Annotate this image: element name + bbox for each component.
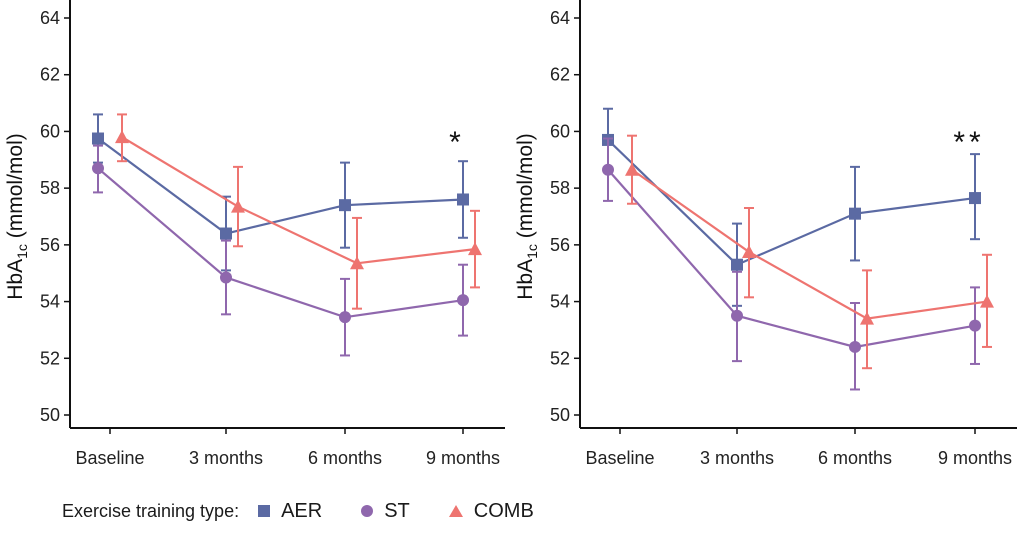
y-tick-label: 50 — [40, 405, 60, 425]
series-st — [92, 144, 469, 357]
data-point-triangle — [860, 311, 874, 325]
legend-entry-st: ST — [360, 500, 410, 523]
data-point-square — [731, 258, 743, 271]
triangle-icon — [448, 504, 464, 518]
y-tick-label: 54 — [40, 292, 60, 312]
legend-entry-comb: COMB — [448, 500, 534, 523]
x-tick-label: 9 months — [938, 448, 1012, 468]
data-point-square — [92, 132, 104, 145]
x-tick-label: 3 months — [189, 448, 263, 468]
series-line-st — [97, 167, 464, 319]
data-point-square — [969, 192, 981, 205]
legend: Exercise training type: AER ST COMB — [0, 488, 1024, 534]
series-line-comb — [121, 136, 476, 265]
data-point-circle — [969, 319, 981, 332]
y-axis-label-main: HbA — [4, 259, 27, 300]
y-tick-label: 62 — [40, 65, 60, 85]
y-tick-label: 52 — [550, 348, 570, 368]
x-tick-label: Baseline — [75, 448, 144, 468]
y-tick-label: 64 — [550, 8, 570, 28]
data-point-circle — [457, 294, 469, 307]
y-tick-label: 52 — [40, 348, 60, 368]
circle-icon — [360, 504, 374, 518]
significance-annotation: * — [449, 126, 465, 159]
x-tick-label: 6 months — [818, 448, 892, 468]
series-line-st — [607, 168, 976, 349]
square-icon — [257, 504, 271, 518]
y-axis-label-unit: (mmol/mol) — [4, 133, 27, 244]
data-point-square — [220, 227, 232, 240]
series-line-aer — [97, 137, 464, 235]
data-point-circle — [849, 340, 861, 353]
legend-label-aer: AER — [281, 499, 323, 522]
data-point-triangle — [742, 244, 756, 258]
y-tick-label: 60 — [550, 121, 570, 141]
data-point-circle — [602, 163, 614, 176]
legend-entry-aer: AER — [257, 500, 322, 523]
x-tick-label: Baseline — [585, 448, 654, 468]
y-tick-label: 58 — [550, 178, 570, 198]
y-axis-label: HbA1c (mmol/mol) — [514, 133, 540, 299]
y-tick-label: 56 — [40, 235, 60, 255]
data-point-triangle — [231, 199, 245, 213]
data-point-circle — [220, 271, 232, 284]
data-point-triangle — [625, 162, 639, 176]
chart-panel-2: 50 52 54 56 58 60 62 64 Baseline 3 months 6 months… — [514, 0, 1017, 468]
data-point-square — [457, 193, 469, 206]
x-tick-label: 6 months — [308, 448, 382, 468]
y-tick-label: 58 — [40, 178, 60, 198]
series-st — [602, 137, 981, 391]
chart-panel-1: 50 52 54 56 58 60 62 64 Baseline 3 months 6 months… — [4, 0, 505, 468]
y-axis-label-unit: (mmol/mol) — [514, 133, 537, 244]
series-aer — [602, 107, 981, 307]
y-tick-label: 60 — [40, 121, 60, 141]
y-tick-label: 56 — [550, 235, 570, 255]
series-comb — [625, 134, 994, 370]
series-line-comb — [631, 168, 988, 320]
y-tick-label: 64 — [40, 8, 60, 28]
y-axis-label-sub: 1c — [14, 244, 30, 259]
series-comb — [115, 113, 482, 310]
y-axis-label: HbA1c (mmol/mol) — [4, 133, 30, 299]
data-point-circle — [731, 309, 743, 322]
legend-label-comb: COMB — [473, 499, 534, 522]
y-tick-label: 50 — [550, 405, 570, 425]
significance-annotation: ** — [953, 126, 984, 159]
data-point-triangle — [468, 242, 482, 256]
data-point-circle — [339, 311, 351, 324]
data-point-circle — [92, 162, 104, 175]
x-tick-label: 9 months — [426, 448, 500, 468]
x-tick-label: 3 months — [700, 448, 774, 468]
data-point-triangle — [980, 294, 994, 308]
series-line-aer — [607, 139, 976, 267]
y-axis-label-sub: 1c — [524, 244, 540, 259]
legend-title: Exercise training type: — [62, 500, 240, 521]
data-point-square — [849, 207, 861, 220]
y-axis-label-main: HbA — [514, 259, 537, 300]
legend-label-st: ST — [384, 499, 410, 522]
series-aer — [92, 113, 469, 272]
y-tick-label: 62 — [550, 65, 570, 85]
y-tick-label: 54 — [550, 292, 570, 312]
data-point-triangle — [350, 256, 364, 270]
data-point-square — [339, 199, 351, 212]
data-point-triangle — [115, 130, 129, 144]
